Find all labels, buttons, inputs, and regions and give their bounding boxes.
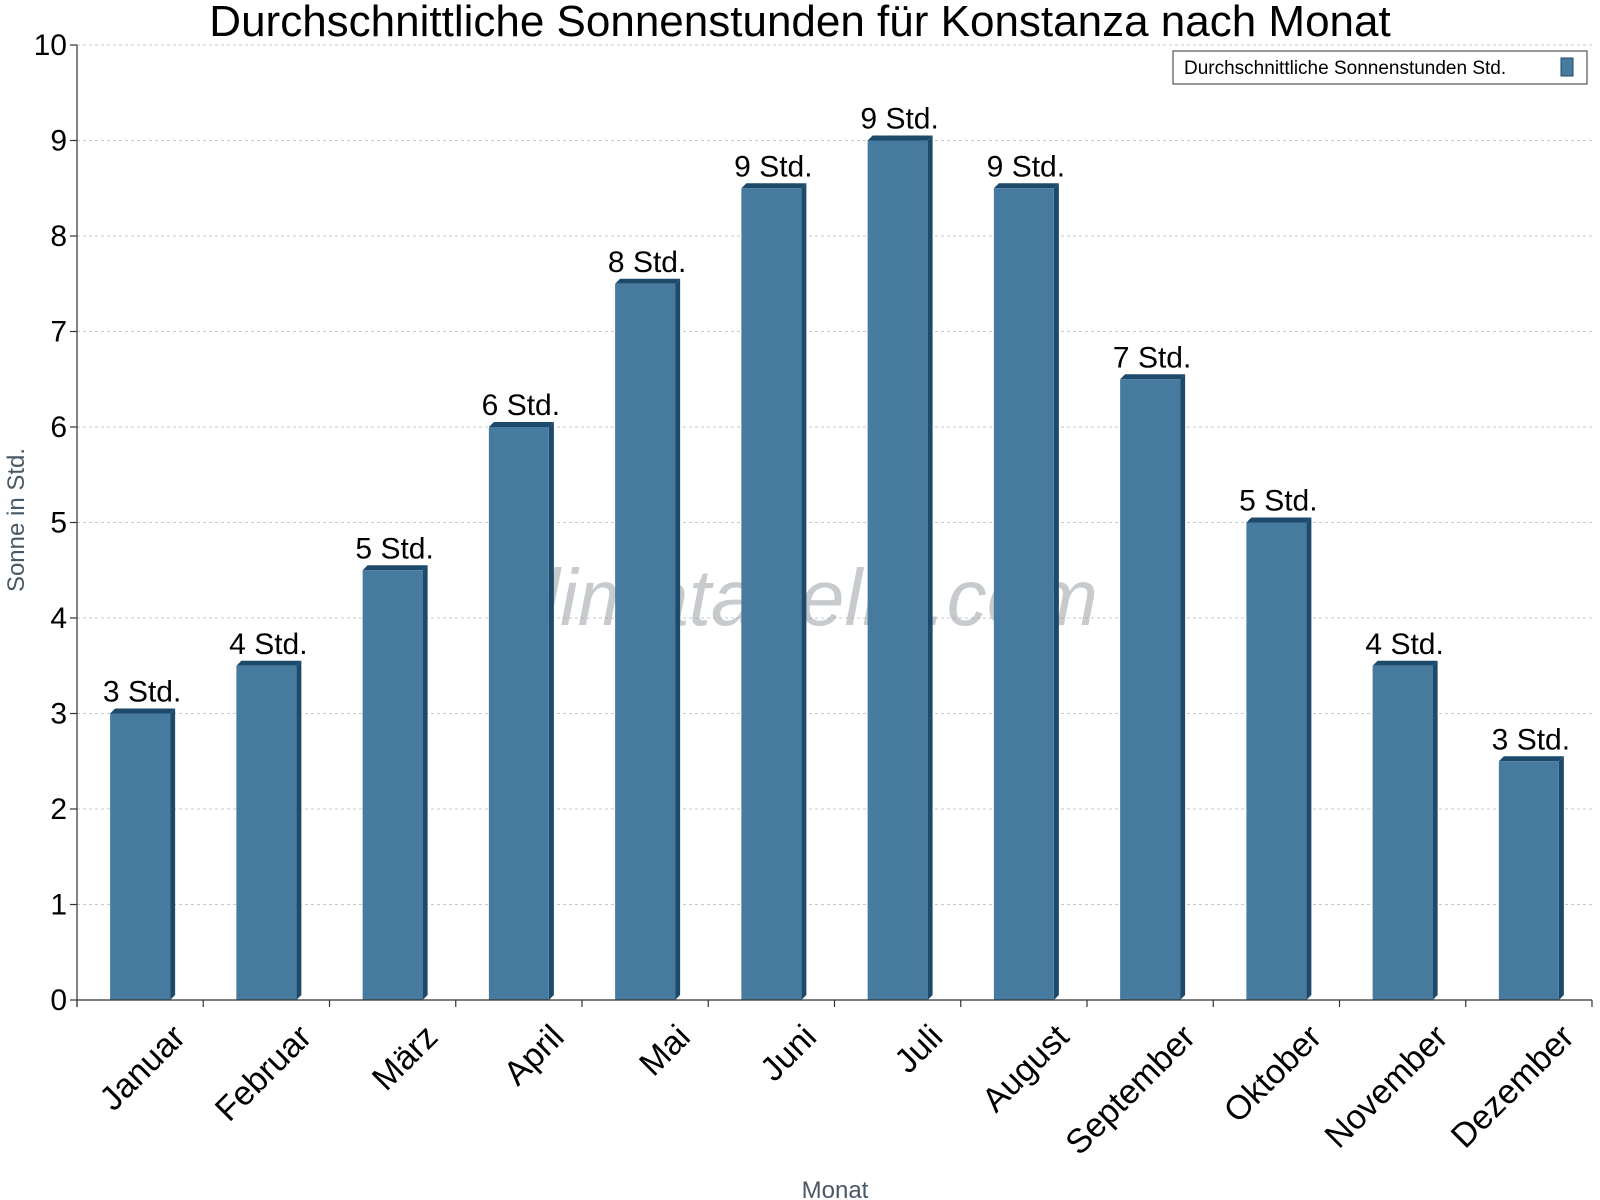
bar-oktober xyxy=(1246,517,1312,1000)
bar-face xyxy=(110,713,171,1000)
bar-top xyxy=(362,565,428,571)
data-label: 5 Std. xyxy=(355,532,433,565)
bar-face xyxy=(1246,522,1307,1000)
x-tick-label: Dezember xyxy=(1444,1018,1582,1156)
y-tick-label: 6 xyxy=(50,411,67,444)
x-tick-label: August xyxy=(975,1017,1077,1119)
bar-face xyxy=(236,665,297,1000)
x-tick-label: März xyxy=(365,1018,445,1098)
data-label: 3 Std. xyxy=(103,676,181,709)
bar-side xyxy=(927,135,933,1000)
y-tick-label: 9 xyxy=(50,125,67,158)
bar-august xyxy=(993,183,1059,1000)
bar-side xyxy=(422,565,428,1000)
bar-face xyxy=(741,188,802,1000)
y-tick-label: 4 xyxy=(50,602,67,635)
bar-mai xyxy=(615,278,681,1000)
legend-swatch xyxy=(1560,57,1574,77)
y-tick-label: 0 xyxy=(50,984,67,1017)
bar-september xyxy=(1120,374,1186,1000)
y-tick-label: 7 xyxy=(50,316,67,349)
legend-entry-label: Durchschnittliche Sonnenstunden Std. xyxy=(1184,58,1506,79)
data-label: 7 Std. xyxy=(1113,341,1191,374)
bar-top xyxy=(867,135,933,141)
bar-side xyxy=(170,708,176,1000)
data-label: 4 Std. xyxy=(229,628,307,661)
y-tick-label: 8 xyxy=(50,220,67,253)
bar-face xyxy=(1372,665,1433,1000)
bar-side xyxy=(1558,756,1564,1000)
bar-face xyxy=(867,140,928,1000)
bar-face xyxy=(993,188,1054,1000)
data-label: 4 Std. xyxy=(1365,628,1443,661)
data-label: 3 Std. xyxy=(1492,723,1570,756)
bar-side xyxy=(1053,183,1059,1000)
bar-top xyxy=(615,278,681,284)
bar-side xyxy=(1306,517,1312,1000)
legend-box xyxy=(1172,50,1588,85)
data-label: 9 Std. xyxy=(860,103,938,136)
x-tick-label: April xyxy=(497,1018,572,1093)
data-labels: 3 Std. 4 Std. 5 Std. 6 Std. 8 Std. 9 Std. 9 St… xyxy=(103,103,1570,757)
x-tick-labels: Januar Februar März April Mai Juni Juli AugustS… xyxy=(92,1017,1581,1162)
x-tick-label: Juni xyxy=(753,1018,824,1089)
y-tick-label: 2 xyxy=(50,793,67,826)
x-tick-label: Januar xyxy=(92,1018,192,1118)
bar-face xyxy=(488,427,549,1000)
bar-märz xyxy=(362,565,428,1000)
x-tick-label: Juli xyxy=(887,1018,950,1081)
x-tick-label: September xyxy=(1058,1018,1202,1162)
bar-face xyxy=(1498,761,1559,1000)
bar-face xyxy=(362,570,423,1000)
bar-side xyxy=(548,422,554,1000)
x-axis-title: Monat xyxy=(802,1177,869,1200)
bars xyxy=(110,135,1564,1000)
gridlines xyxy=(77,44,1592,905)
data-label: 6 Std. xyxy=(482,389,560,422)
bar-face xyxy=(1120,379,1181,1000)
bar-top xyxy=(1372,660,1438,666)
data-label: 9 Std. xyxy=(987,150,1065,183)
axes xyxy=(70,44,1593,1007)
bar-top xyxy=(488,422,554,427)
bar-juli xyxy=(867,135,933,1000)
x-tick-label: November xyxy=(1317,1018,1455,1156)
x-tick-label: Februar xyxy=(208,1018,319,1129)
bar-top xyxy=(993,183,1059,189)
bar-face xyxy=(615,283,676,1000)
bar-november xyxy=(1372,660,1438,1000)
data-label: 9 Std. xyxy=(734,150,812,183)
bar-top xyxy=(110,708,176,714)
bar-dezember xyxy=(1498,756,1564,1000)
x-tick-label: Mai xyxy=(632,1018,698,1084)
y-tick-label: 5 xyxy=(50,507,67,540)
bar-side xyxy=(675,278,681,1000)
bar-side xyxy=(296,660,302,1000)
bar-side xyxy=(1180,374,1186,1000)
chart-title: Durchschnittliche Sonnenstunden für Kons… xyxy=(209,0,1390,46)
bar-side xyxy=(1432,660,1438,1000)
bar-top xyxy=(236,660,302,666)
y-tick-labels: 0 1 2 3 4 5 6 7 8 9 10 xyxy=(34,29,67,1017)
bar-juni xyxy=(741,183,807,1000)
data-label: 5 Std. xyxy=(1239,485,1317,518)
data-label: 8 Std. xyxy=(608,246,686,279)
bar-side xyxy=(801,183,807,1000)
bar-top xyxy=(1498,756,1564,762)
bar-april xyxy=(488,422,554,1000)
bar-januar xyxy=(110,708,176,1000)
bar-top xyxy=(741,183,807,189)
bar-top xyxy=(1246,517,1312,523)
legend: Durchschnittliche Sonnenstunden Std. xyxy=(1172,50,1588,85)
x-tick-label: Oktober xyxy=(1217,1018,1329,1130)
bar-februar xyxy=(236,660,302,1000)
y-axis-title: Sonne in Std. xyxy=(3,448,30,592)
y-tick-label: 1 xyxy=(50,889,67,922)
bar-top xyxy=(1120,374,1186,380)
y-tick-label: 10 xyxy=(34,29,67,62)
y-tick-label: 3 xyxy=(50,698,67,731)
